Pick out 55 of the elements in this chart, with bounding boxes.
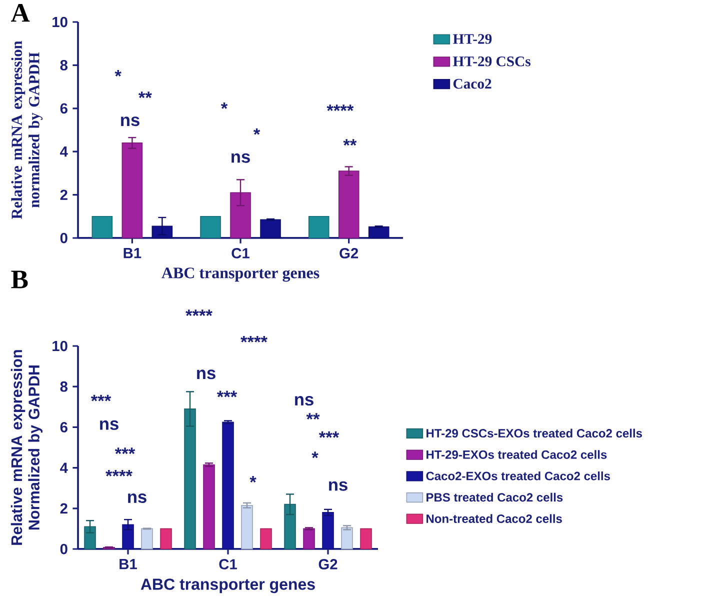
y-tick-label: 2 bbox=[60, 503, 68, 514]
y-tick-label: 4 bbox=[60, 146, 68, 157]
annotation: *** bbox=[318, 431, 340, 438]
legend-label: HT-29-EXOs treated Caco2 cells bbox=[426, 450, 607, 459]
y-tick-label: 10 bbox=[52, 340, 68, 352]
legend-label: Caco2 bbox=[453, 78, 492, 89]
y-tick-label: 4 bbox=[60, 462, 68, 473]
x-tick-label: B1 bbox=[124, 248, 142, 258]
legend-label: HT-29 CSCs-EXOs treated Caco2 cells bbox=[426, 428, 642, 438]
x-tick-label: C1 bbox=[232, 248, 250, 258]
annotation: ns bbox=[329, 481, 348, 491]
annotation: *** bbox=[114, 448, 136, 454]
legend-label: HT-29 CSCs bbox=[452, 56, 530, 66]
annotation: * bbox=[250, 476, 256, 482]
y-tick-label: 10 bbox=[52, 16, 68, 28]
annotation: *** bbox=[216, 390, 238, 398]
annotation: ** bbox=[343, 139, 357, 146]
legend-label: Non-treated Caco2 cells bbox=[426, 514, 562, 523]
x-tick-label: C1 bbox=[219, 559, 237, 570]
annotation: ** bbox=[306, 413, 320, 420]
annotation: **** bbox=[326, 104, 354, 112]
text: **** bbox=[240, 336, 268, 342]
annotation: * bbox=[312, 452, 318, 458]
y-tick-label: 6 bbox=[60, 422, 68, 432]
chart-title: B bbox=[11, 270, 28, 288]
y-tick-label: 2 bbox=[60, 190, 68, 200]
y-tick-label: 8 bbox=[60, 381, 68, 392]
annotation: ns bbox=[232, 153, 250, 163]
annotation: * bbox=[253, 128, 260, 135]
annotation: ns bbox=[197, 370, 216, 380]
x-tick-label: G2 bbox=[340, 248, 358, 258]
annotation: * bbox=[220, 102, 228, 109]
y-tick-label: 8 bbox=[60, 60, 68, 70]
annotation: ** bbox=[138, 92, 152, 98]
text: **** bbox=[186, 310, 212, 316]
annotation: ns bbox=[295, 396, 314, 406]
annotation: **** bbox=[106, 470, 132, 476]
legend-label: PBS treated Caco2 cells bbox=[426, 492, 563, 502]
annotation: ns bbox=[100, 420, 118, 430]
x-tick-label: G2 bbox=[318, 559, 338, 570]
y-axis-title: Relative mRNA expression Normalized by GAPDH bbox=[10, 350, 42, 545]
x-tick-label: B1 bbox=[120, 559, 137, 570]
annotation: * bbox=[114, 70, 122, 76]
legend-label: HT-29 bbox=[452, 34, 492, 44]
y-axis-title: Relative mRNA expression normalized by GAPDH bbox=[11, 40, 42, 220]
annotation: ns bbox=[121, 116, 140, 126]
x-axis-title: ABC transporter genes bbox=[140, 578, 315, 594]
y-tick-label: 0 bbox=[60, 544, 68, 554]
y-tick-label: 6 bbox=[60, 103, 68, 114]
x-axis-title: ABC transporter genes bbox=[162, 268, 320, 282]
legend-label: Caco2-EXOs treated Caco2 cells bbox=[426, 471, 610, 480]
y-tick-label: 0 bbox=[60, 232, 68, 244]
annotation: ns bbox=[128, 494, 146, 503]
annotation: *** bbox=[90, 394, 112, 402]
chart-title: A bbox=[10, 4, 30, 22]
